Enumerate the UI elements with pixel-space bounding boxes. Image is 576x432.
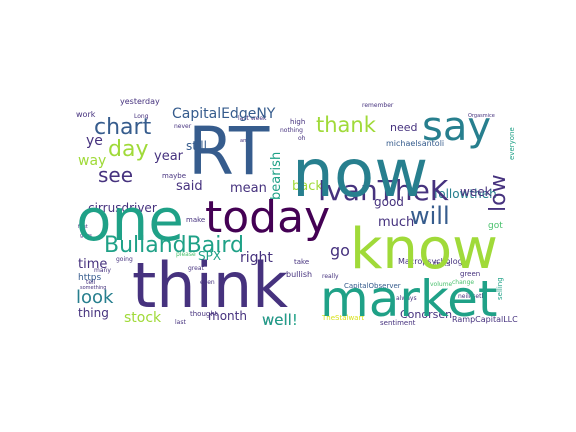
cloud-word-back: back xyxy=(292,179,323,194)
cloud-word-market: market xyxy=(320,270,497,328)
cloud-word-capitaledgeny: CapitalEdgeNY xyxy=(172,106,276,122)
cloud-word-spx: SPX xyxy=(198,249,221,263)
cloud-word-well: well xyxy=(262,311,292,329)
cloud-word-today: today xyxy=(205,192,330,243)
cloud-word-make: make xyxy=(186,216,205,224)
cloud-word-volume: volume xyxy=(430,281,453,288)
cloud-word-last-week: last week xyxy=(238,115,267,122)
cloud-word-something: something xyxy=(80,285,106,291)
cloud-word-work: work xyxy=(76,110,96,119)
cloud-word-long: Long xyxy=(134,113,149,120)
cloud-word-sentiment: sentiment xyxy=(380,319,416,327)
cloud-word-michaelsantoli: michaelsantoli xyxy=(386,139,444,148)
cloud-word-orgasmice: Orgasmice xyxy=(468,113,495,119)
cloud-word-one: one xyxy=(76,186,184,254)
cloud-word-oh: oh xyxy=(298,135,306,142)
cloud-background xyxy=(72,95,514,327)
cloud-word-right: right xyxy=(240,250,273,266)
cloud-word-bullish: bullish xyxy=(286,270,312,279)
cloud-word-ye: ye xyxy=(86,133,103,149)
cloud-word-followtheh: followtheh xyxy=(434,187,497,201)
cloud-word-even: even xyxy=(200,279,215,286)
cloud-word-bearish: bearish xyxy=(269,152,284,200)
cloud-word-chart: chart xyxy=(94,115,152,140)
cloud-word-macropsychology: Macropsychology xyxy=(398,257,468,266)
cloud-word-selling: selling xyxy=(496,277,504,300)
cloud-word-say: say xyxy=(422,104,491,150)
cloud-word-last: last xyxy=(175,319,186,326)
cloud-word-neilksethi: neilksethi xyxy=(458,293,487,300)
cloud-word-think: think xyxy=(132,249,288,322)
cloud-word-stock: stock xyxy=(124,310,162,326)
cloud-word-thought: thought xyxy=(190,310,218,318)
cloud-word-maybe: maybe xyxy=(162,172,186,180)
cloud-word-thank: thank xyxy=(316,113,377,137)
cloud-word-week: week xyxy=(460,185,492,199)
cloud-word-got: got xyxy=(488,221,503,231)
cloud-word-year: year xyxy=(154,149,184,164)
cloud-word-rt: RT xyxy=(188,113,270,190)
cloud-word-way: way xyxy=(78,153,106,169)
cloud-word-ivanthek: IvanTheK xyxy=(318,174,449,207)
cloud-word-remember: remember xyxy=(362,102,394,109)
cloud-word-thing: thing xyxy=(78,306,109,320)
cloud-word-need: need xyxy=(390,121,418,134)
cloud-word-see: see xyxy=(98,163,133,187)
cloud-word-cirrusdriver: cirrusdriver xyxy=(88,201,157,215)
cloud-word-everyone: everyone xyxy=(508,127,516,160)
cloud-word-many: many xyxy=(94,267,111,274)
cloud-word-great: great xyxy=(188,265,205,272)
cloud-word-always: always xyxy=(396,295,417,302)
cloud-word-yesterday: yesterday xyxy=(120,97,160,106)
cloud-word-said: said xyxy=(176,179,203,194)
cloud-word-capitalobserver: CapitalObserver xyxy=(344,282,401,290)
cloud-word-mean: mean xyxy=(230,181,267,196)
cloud-word-first: first xyxy=(78,224,88,230)
cloud-word-amp: amp xyxy=(240,138,251,144)
cloud-word-much: much xyxy=(378,215,414,230)
cloud-word-tell: tell xyxy=(86,279,96,286)
cloud-word-thestalwart: TheStalwart xyxy=(321,314,364,322)
cloud-word-https: https xyxy=(78,273,101,283)
cloud-word-well: well! xyxy=(262,311,298,329)
cloud-word-good: good xyxy=(374,195,404,209)
cloud-word-low: low xyxy=(486,174,511,212)
cloud-word-now: now xyxy=(292,135,428,212)
cloud-word-really: really xyxy=(322,273,339,280)
cloud-word-please: please xyxy=(176,251,196,258)
cloud-word-take: take xyxy=(294,258,309,266)
cloud-word-bullandbaird: BullandBaird xyxy=(104,233,244,258)
cloud-word-go: go xyxy=(330,241,350,260)
cloud-word-high: high xyxy=(290,118,305,126)
cloud-word-guys: guys xyxy=(80,233,92,239)
cloud-word-nothing: nothing xyxy=(280,127,303,134)
cloud-word-green: green xyxy=(460,270,480,278)
cloud-word-will: will xyxy=(410,202,450,230)
cloud-word-know: know xyxy=(350,217,498,282)
cloud-word-conorsen: Conorsen xyxy=(400,308,452,321)
cloud-word-time: time xyxy=(78,257,107,272)
cloud-word-month: month xyxy=(208,309,247,323)
cloud-word-look: look xyxy=(76,287,114,308)
cloud-word-still: still xyxy=(186,139,207,153)
cloud-word-day: day xyxy=(108,137,148,162)
cloud-word-going: going xyxy=(116,256,133,263)
cloud-word-folks: folks xyxy=(434,260,451,268)
cloud-words: something Orgasmice amp first guys remember la… xyxy=(76,97,518,329)
cloud-word-rampcapitalllc: RampCapitalLLC xyxy=(452,315,518,324)
cloud-word-change: change xyxy=(452,279,474,286)
cloud-word-never: never xyxy=(174,123,192,130)
